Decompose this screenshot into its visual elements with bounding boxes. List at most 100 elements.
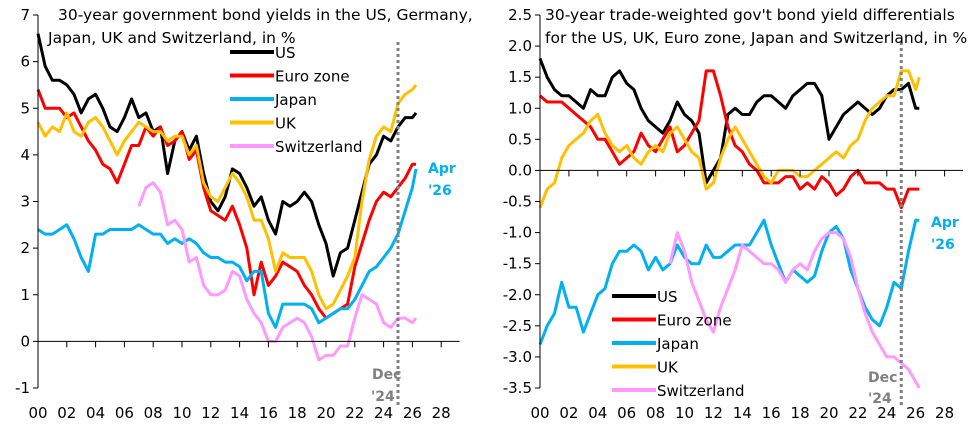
x-tick-label: 00	[28, 404, 47, 422]
left-end-label-1: Apr	[428, 161, 456, 177]
series-line-uk	[36, 83, 418, 311]
x-tick-label: 18	[791, 404, 810, 422]
legend-item-uk: UK	[612, 359, 679, 377]
x-tick-label: 26	[403, 404, 422, 422]
x-tick-label: 26	[906, 404, 925, 422]
legend-label: Switzerland	[657, 382, 745, 400]
left-series-group	[36, 33, 418, 362]
right-end-label-2: '26	[931, 237, 955, 253]
left-end-label-2: '26	[428, 183, 452, 199]
series-line-switzerland	[668, 231, 921, 389]
y-tick-label: 2.0	[508, 37, 532, 55]
legend-label: Japan	[274, 91, 317, 109]
legend-item-us: US	[230, 44, 296, 62]
y-tick-label: -3.5	[503, 379, 532, 397]
left-title-line-1: 30-year government bond yields in the US…	[58, 6, 473, 24]
legend-label: Japan	[656, 335, 699, 353]
x-tick-label: 14	[230, 404, 249, 422]
x-tick-label: 22	[848, 404, 867, 422]
right-end-label-1: Apr	[931, 215, 959, 231]
x-tick-label: 08	[646, 404, 665, 422]
x-tick-label: 06	[115, 404, 134, 422]
y-tick-label: 1.5	[508, 68, 532, 86]
x-tick-label: 12	[201, 404, 220, 422]
legend-item-switzerland: Switzerland	[230, 138, 363, 156]
legend-item-uk: UK	[230, 115, 297, 133]
x-tick-label: 12	[704, 404, 723, 422]
y-tick-label: 7	[20, 6, 30, 24]
x-tick-label: 08	[144, 404, 163, 422]
left-title-line-2: Japan, UK and Switzerland, in %	[47, 29, 296, 47]
series-line-euro-zone	[36, 89, 416, 320]
x-tick-label: 02	[559, 404, 578, 422]
y-tick-label: 1.0	[508, 99, 532, 117]
right-x-ticks: 00 02 04 06 08 10 12 14 16 18 20 22 24 26 28	[530, 170, 954, 422]
x-tick-label: 28	[935, 404, 954, 422]
y-tick-label: -3.0	[503, 348, 532, 366]
y-tick-label: -2.5	[503, 317, 532, 335]
series-line-japan	[37, 168, 418, 329]
x-tick-label: 20	[316, 404, 335, 422]
y-tick-label: 0.5	[508, 130, 532, 148]
y-tick-label: 1	[20, 286, 30, 304]
legend-item-japan: Japan	[612, 335, 699, 353]
legend-label: UK	[657, 359, 679, 377]
x-tick-label: 10	[172, 404, 191, 422]
series-line-switzerland	[137, 181, 418, 362]
x-tick-label: 02	[57, 404, 76, 422]
x-tick-label: 24	[877, 404, 896, 422]
y-tick-label: 0.0	[508, 161, 532, 179]
legend-item-us: US	[612, 288, 678, 306]
left-y-ticks: -1 0 1 2 3 4 5 6 7	[15, 6, 38, 397]
right-y-ticks: -3.5 -3.0 -2.5 -2.0 -1.5 -1.0 -0.5 0.0 0.5 1.0 1.5…	[503, 6, 540, 397]
x-tick-label: 20	[819, 404, 838, 422]
y-tick-label: 3	[20, 193, 30, 211]
legend-label: UK	[275, 115, 297, 133]
left-vline-label-2: '24	[371, 389, 395, 405]
y-tick-label: 4	[20, 146, 30, 164]
y-tick-label: 2.5	[508, 6, 532, 24]
legend-label: Switzerland	[275, 138, 363, 156]
right-title-line-1: 30-year trade-weighted gov't bond yield …	[545, 6, 955, 24]
legend-label: US	[275, 44, 296, 62]
left-legend: US Euro zone Japan UK Switzerland	[230, 44, 363, 156]
legend-item-euro-zone: Euro zone	[612, 312, 732, 330]
x-tick-label: 22	[345, 404, 364, 422]
y-tick-label: -0.5	[503, 193, 532, 211]
x-tick-label: 04	[588, 404, 607, 422]
left-x-ticks: 00 02 04 06 08 10 12 14 16 18 20 22 24 26 28	[28, 341, 451, 422]
y-tick-label: -1	[15, 379, 30, 397]
left-vline-label-1: Dec	[372, 367, 401, 383]
y-tick-label: -2.0	[503, 286, 532, 304]
x-tick-label: 14	[733, 404, 752, 422]
y-tick-label: -1.5	[503, 255, 532, 273]
right-legend: US Euro zone Japan UK Switzerland	[612, 288, 745, 400]
legend-label: US	[657, 288, 678, 306]
x-tick-label: 24	[374, 404, 393, 422]
series-line-us	[538, 57, 920, 185]
series-line-uk	[538, 69, 921, 209]
x-tick-label: 06	[617, 404, 636, 422]
x-tick-label: 16	[762, 404, 781, 422]
y-tick-label: 6	[20, 53, 30, 71]
series-line-euro-zone	[539, 69, 920, 210]
legend-label: Euro zone	[275, 68, 350, 86]
x-tick-label: 18	[288, 404, 307, 422]
right-vline-label-2: '24	[868, 391, 892, 407]
y-tick-label: 2	[20, 239, 30, 257]
x-tick-label: 28	[432, 404, 451, 422]
x-tick-label: 16	[259, 404, 278, 422]
legend-item-switzerland: Switzerland	[612, 382, 745, 400]
y-tick-label: 5	[20, 99, 30, 117]
x-tick-label: 10	[675, 404, 694, 422]
right-vline-label-1: Dec	[868, 370, 897, 386]
legend-item-euro-zone: Euro zone	[230, 68, 350, 86]
right-series-group	[538, 57, 921, 389]
y-tick-label: 0	[20, 332, 30, 350]
x-tick-label: 00	[530, 404, 549, 422]
y-tick-label: -1.0	[503, 224, 532, 242]
x-tick-label: 04	[86, 404, 105, 422]
legend-item-japan: Japan	[230, 91, 317, 109]
